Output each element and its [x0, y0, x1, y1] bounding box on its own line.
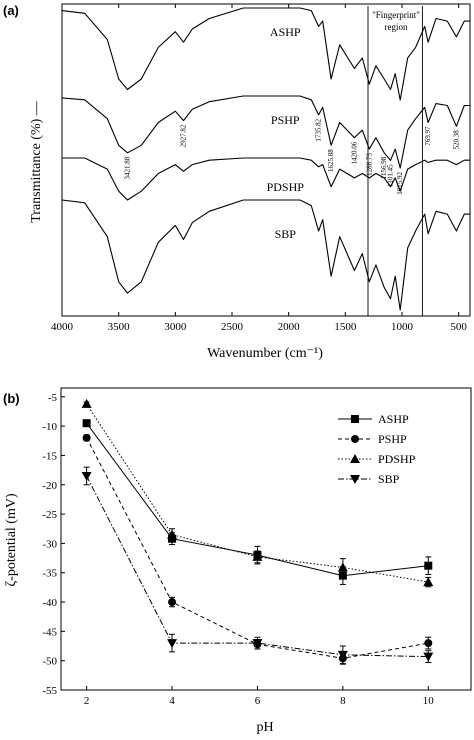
- zeta-x-tick-label: 10: [423, 695, 435, 707]
- zeta-y-tick-label: -45: [42, 626, 57, 638]
- peak-label: 2927.82: [180, 124, 188, 147]
- zeta-x-tick-label: 2: [84, 695, 90, 707]
- ftir-x-axis-title: Wavenumber (cm⁻¹): [207, 346, 323, 361]
- zeta-y-tick-label: -25: [42, 509, 57, 521]
- data-point-sbp: [423, 652, 434, 662]
- legend-marker-ashp: [351, 415, 359, 423]
- panel-a-label: (a): [3, 3, 19, 18]
- spectrum-pdshp: [62, 157, 470, 201]
- data-point-pshp: [424, 639, 433, 648]
- legend-label-pdshp: PDSHP: [378, 452, 416, 466]
- fingerprint-region-label: "Fingerprint": [372, 10, 420, 20]
- peak-label: 520.38: [452, 130, 460, 150]
- peak-label: 1156.98: [380, 156, 388, 179]
- data-point-pdshp: [423, 577, 434, 587]
- peak-label: 1015.92: [396, 172, 404, 195]
- legend-marker-pshp: [351, 435, 359, 443]
- legend-marker-sbp: [350, 475, 360, 484]
- legend-label-pshp: PSHP: [378, 432, 407, 446]
- data-point-pshp: [168, 598, 177, 607]
- data-point-pdshp: [337, 562, 348, 572]
- ftir-plot: 4000 3500 3000 2500 2000 1500 1000 500 ASHP PSHP P…: [51, 4, 470, 333]
- data-point-sbp: [252, 639, 263, 649]
- spectrum-sbp: [61, 199, 470, 311]
- data-point-ashp: [424, 561, 433, 570]
- data-point-sbp: [81, 471, 92, 481]
- ftir-x-tick-label: 3000: [164, 321, 187, 333]
- legend-label-sbp: SBP: [378, 472, 400, 486]
- spectrum-label-ashp: ASHP: [270, 25, 301, 39]
- peak-label: 1735.82: [315, 118, 323, 141]
- ftir-x-tick-label: 1000: [391, 321, 414, 333]
- spectrum-label-sbp: SBP: [275, 227, 297, 241]
- peak-label: 1101.45: [387, 164, 395, 187]
- zeta-y-tick-label: -55: [42, 685, 57, 697]
- zeta-x-tick-label: 4: [169, 695, 175, 707]
- spectrum-label-pdshp: PDSHP: [267, 180, 305, 194]
- zeta-y-tick-label: -35: [42, 568, 57, 580]
- fingerprint-region-label-2: region: [385, 22, 408, 32]
- zeta-y-tick-label: -10: [42, 421, 57, 433]
- peak-label: 3421.88: [124, 156, 132, 179]
- zeta-y-tick-label: -50: [42, 656, 57, 668]
- legend-marker-pdshp: [350, 454, 360, 463]
- data-point-pdshp: [252, 551, 263, 561]
- peak-label: 1288.73: [365, 153, 373, 176]
- spectrum-ashp: [61, 7, 470, 101]
- data-point-sbp: [337, 650, 348, 660]
- data-point-sbp: [167, 639, 178, 649]
- zeta-plot: 2 4 6 8 10 -5 -10 -15 -20 -25 -30 -35 -40 -45 -50 -55 AS…: [42, 392, 434, 707]
- data-point-pshp: [82, 433, 91, 442]
- data-point-pdshp: [81, 398, 92, 408]
- peak-label: 769.97: [424, 126, 432, 146]
- zeta-y-tick-label: -20: [42, 480, 57, 492]
- spectrum-pshp: [61, 95, 470, 169]
- ftir-y-axis-title: Transmittance (%) —: [29, 100, 44, 223]
- zeta-line-sbp: [86, 475, 429, 658]
- zeta-y-tick-label: -5: [48, 392, 58, 404]
- zeta-y-tick-label: -15: [42, 450, 57, 462]
- ftir-x-tick-label: 2000: [278, 321, 301, 333]
- ftir-x-tick-label: 2500: [221, 321, 244, 333]
- peak-label: 1625.88: [327, 149, 335, 172]
- data-point-ashp: [82, 419, 91, 428]
- panel-b-label: (b): [3, 391, 20, 406]
- ftir-x-tick-label: 4000: [51, 321, 74, 333]
- peak-label: 1420.06: [350, 141, 358, 164]
- spectrum-label-pshp: PSHP: [271, 113, 300, 127]
- legend-label-ashp: ASHP: [378, 412, 409, 426]
- ftir-x-tick-label: 500: [450, 321, 467, 333]
- ftir-x-tick-label: 1500: [334, 321, 357, 333]
- data-point-pdshp: [167, 529, 178, 539]
- ftir-x-tick-label: 3500: [108, 321, 131, 333]
- zeta-y-tick-label: -30: [42, 538, 57, 550]
- zeta-x-tick-label: 8: [340, 695, 346, 707]
- zeta-x-axis-title: pH: [256, 720, 273, 735]
- zeta-y-axis-title: ζ-potential (mV): [4, 493, 19, 587]
- zeta-x-tick-label: 6: [255, 695, 261, 707]
- zeta-plot-frame: [60, 387, 472, 691]
- zeta-y-tick-label: -40: [42, 597, 57, 609]
